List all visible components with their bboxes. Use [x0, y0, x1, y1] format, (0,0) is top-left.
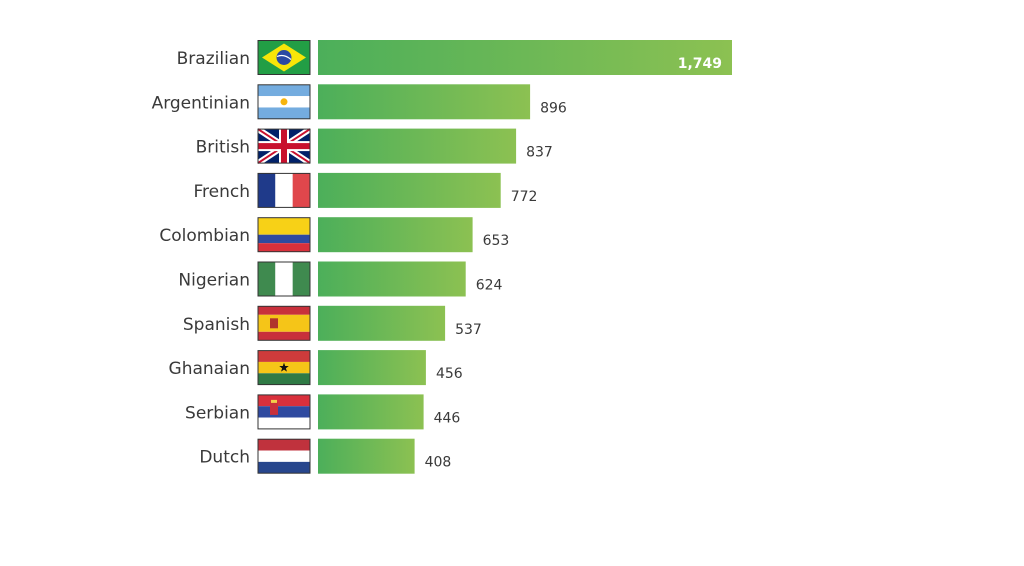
bar	[318, 217, 473, 253]
bar	[318, 261, 466, 297]
category-label: Dutch	[199, 448, 250, 468]
value-label: 653	[483, 233, 510, 249]
bar-row: French 772	[193, 172, 538, 208]
category-label: Brazilian	[177, 49, 250, 69]
value-label: 408	[425, 455, 452, 471]
bar	[318, 438, 415, 474]
spain-flag-icon	[257, 305, 311, 341]
uk-flag-icon	[256, 126, 312, 166]
bar	[318, 172, 501, 208]
bar-row: Argentinian 896	[152, 84, 567, 120]
colombia-flag-icon	[257, 217, 311, 253]
netherlands-flag-icon	[257, 438, 311, 474]
value-label: 446	[434, 410, 461, 426]
bar-row: Colombian 653	[159, 217, 510, 253]
bar-row: British 837	[196, 126, 553, 166]
category-label: Argentinian	[152, 93, 250, 113]
france-flag-icon	[257, 172, 311, 208]
bar-row: Nigerian 624	[178, 261, 503, 297]
bar	[318, 305, 446, 341]
bar	[318, 128, 517, 164]
bar-row: Ghanaian 456	[169, 350, 463, 386]
value-label: 1,749	[678, 56, 722, 72]
serbia-flag-icon	[257, 394, 311, 430]
bar	[318, 84, 531, 120]
value-label: 896	[540, 100, 567, 116]
category-label: Colombian	[159, 226, 250, 246]
value-label: 624	[476, 278, 503, 294]
category-label: British	[196, 138, 250, 158]
bar	[318, 40, 732, 75]
category-label: Nigerian	[178, 271, 250, 291]
category-label: Ghanaian	[169, 359, 250, 379]
bar	[318, 350, 426, 386]
value-label: 537	[455, 322, 482, 338]
value-label: 837	[526, 145, 553, 161]
argentina-flag-icon	[257, 84, 311, 120]
brazil-flag-icon	[257, 40, 311, 75]
category-label: French	[193, 182, 250, 202]
nigeria-flag-icon	[257, 261, 311, 297]
category-label: Serbian	[185, 403, 250, 423]
bar	[318, 394, 424, 430]
bar-row: Serbian 446	[185, 394, 461, 430]
bar-row: Brazilian 1,749	[177, 40, 732, 75]
bar-row: Dutch 408	[199, 438, 452, 474]
value-label: 772	[511, 189, 538, 205]
bar-row: Spanish 537	[183, 305, 482, 341]
value-label: 456	[436, 366, 463, 382]
ghana-flag-icon	[257, 350, 311, 386]
category-label: Spanish	[183, 315, 250, 335]
